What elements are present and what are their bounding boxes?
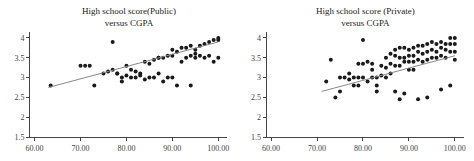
svg-text:1.5: 1.5 bbox=[251, 133, 261, 142]
svg-text:High school score(Public)versu: High school score(Public)versus CGPA bbox=[82, 6, 176, 28]
svg-text:3: 3 bbox=[20, 73, 24, 82]
svg-text:4: 4 bbox=[20, 34, 24, 43]
svg-text:2.5: 2.5 bbox=[251, 93, 261, 102]
svg-text:4: 4 bbox=[257, 34, 261, 43]
svg-text:100.00: 100.00 bbox=[207, 144, 229, 153]
svg-text:70.00: 70.00 bbox=[72, 144, 90, 153]
svg-text:80.00: 80.00 bbox=[117, 144, 135, 153]
svg-text:60.00: 60.00 bbox=[26, 144, 44, 153]
svg-text:80.00: 80.00 bbox=[354, 144, 372, 153]
svg-text:1.5: 1.5 bbox=[14, 133, 24, 142]
svg-text:3.5: 3.5 bbox=[251, 54, 261, 63]
svg-text:2.5: 2.5 bbox=[14, 93, 24, 102]
svg-text:3.5: 3.5 bbox=[14, 54, 24, 63]
svg-text:60.00: 60.00 bbox=[262, 144, 280, 153]
svg-text:2: 2 bbox=[257, 113, 261, 122]
svg-text:90.00: 90.00 bbox=[163, 144, 181, 153]
svg-text:High school score (Private)ver: High school score (Private)versus CGPA bbox=[316, 6, 415, 28]
svg-text:70.00: 70.00 bbox=[308, 144, 326, 153]
svg-text:100.00: 100.00 bbox=[444, 144, 466, 153]
svg-text:3: 3 bbox=[257, 73, 261, 82]
svg-text:2: 2 bbox=[20, 113, 24, 122]
svg-text:90.00: 90.00 bbox=[400, 144, 418, 153]
